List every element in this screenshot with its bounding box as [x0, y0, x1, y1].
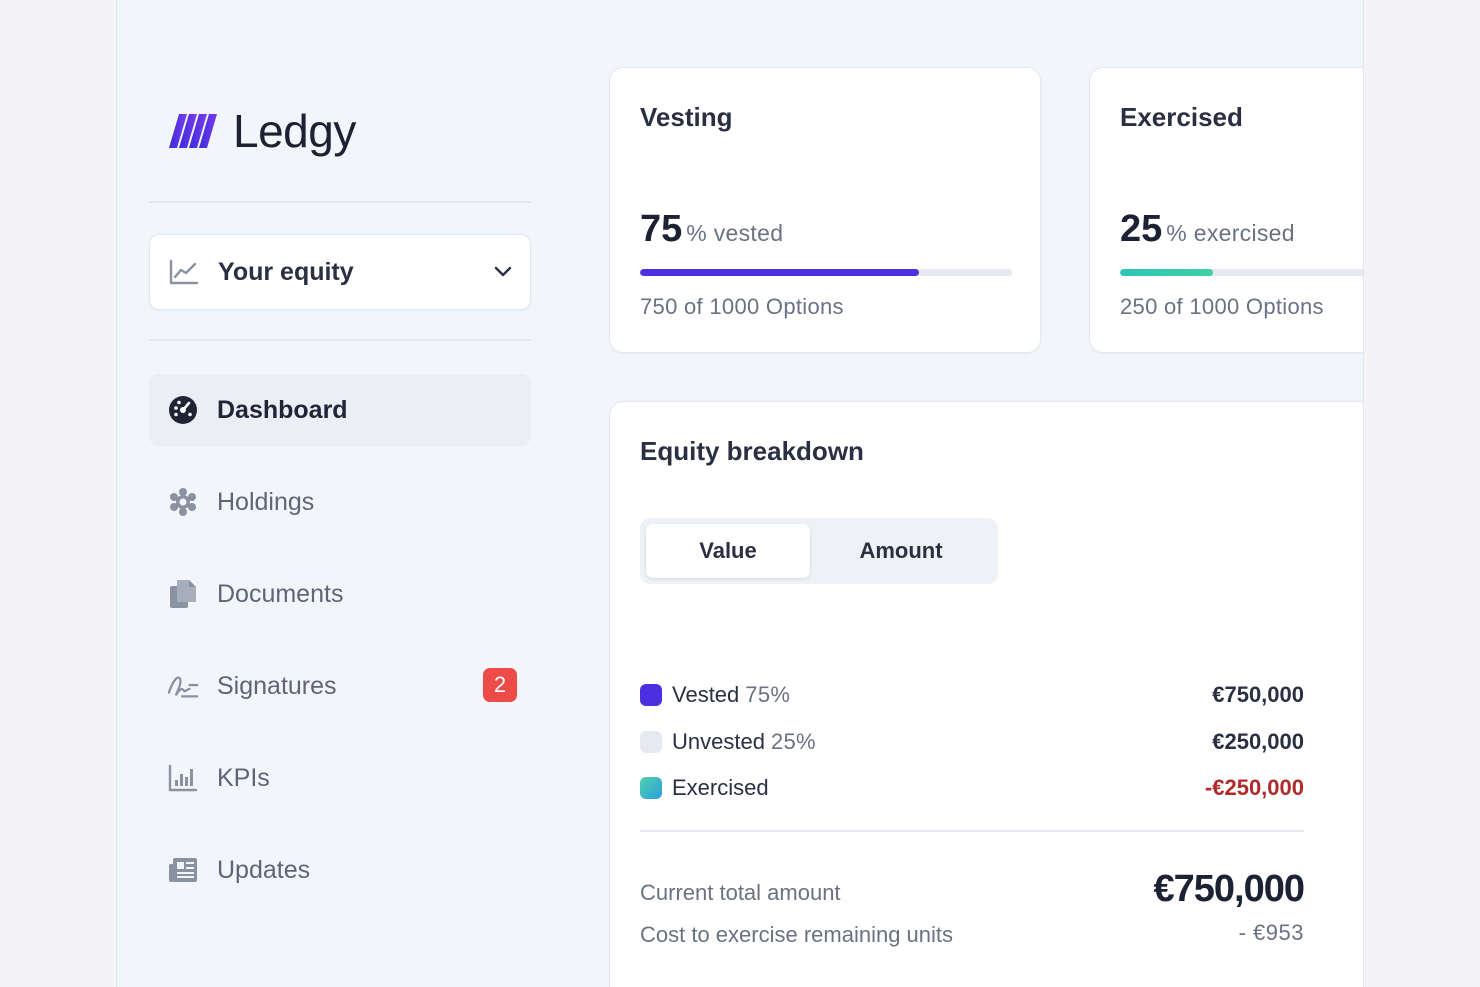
vesting-percent: 75 — [640, 208, 683, 250]
sidebar-item-signatures[interactable]: Signatures 2 — [149, 650, 531, 722]
kpi-chart-icon — [167, 762, 199, 794]
line-chart-icon — [168, 256, 200, 288]
exercised-progress-track — [1120, 269, 1363, 276]
vesting-progress-fill — [640, 269, 919, 276]
legend-value: €250,000 — [1212, 729, 1304, 754]
sidebar-item-documents[interactable]: Documents — [149, 558, 531, 630]
sidebar-item-dashboard[interactable]: Dashboard — [149, 374, 531, 446]
swatch — [640, 684, 662, 706]
sidebar-item-label: Dashboard — [217, 395, 348, 424]
tab-value[interactable]: Value — [646, 524, 810, 578]
vesting-progress-track — [640, 269, 1012, 276]
equity-breakdown-card: Equity breakdown Value Amount Vested 75%… — [609, 401, 1363, 987]
equity-selector[interactable]: Your equity — [149, 234, 531, 310]
documents-icon — [167, 578, 199, 610]
chevron-down-icon — [494, 266, 512, 277]
exercised-progress-fill — [1120, 269, 1213, 276]
legend-row-unvested: Unvested 25% €250,000 — [640, 729, 1304, 755]
legend-name: Unvested — [672, 729, 765, 754]
ledgy-logo-icon — [169, 114, 217, 148]
card-title: Vesting — [640, 102, 733, 132]
total-value: €750,000 — [1153, 868, 1305, 910]
legend-name: Vested — [672, 682, 740, 707]
view-toggle: Value Amount — [640, 518, 998, 584]
cost-label: Cost to exercise remaining units — [640, 922, 954, 947]
legend-value: -€250,000 — [1204, 775, 1304, 800]
sidebar-nav: Dashboard Holdings — [149, 374, 531, 926]
cost-value: - €953 — [1238, 920, 1304, 945]
tab-amount[interactable]: Amount — [859, 538, 943, 563]
notification-badge: 2 — [483, 668, 517, 702]
exercised-suffix: % exercised — [1166, 220, 1295, 246]
swatch — [640, 777, 662, 799]
card-title: Equity breakdown — [640, 436, 864, 466]
card-title: Exercised — [1120, 102, 1243, 132]
sidebar-item-label: Updates — [217, 855, 311, 884]
exercised-card: Exercised 25 % exercised 250 of 1000 Opt… — [1089, 67, 1363, 353]
sidebar-item-label: Documents — [217, 579, 344, 608]
total-label: Current total amount — [640, 880, 841, 905]
legend-row-exercised: Exercised -€250,000 — [640, 775, 1304, 801]
exercised-options: 250 of 1000 Options — [1120, 294, 1324, 319]
sidebar-item-holdings[interactable]: Holdings — [149, 466, 531, 538]
sidebar-item-label: Holdings — [217, 487, 315, 516]
sidebar-item-label: KPIs — [217, 763, 270, 792]
sidebar-item-updates[interactable]: Updates — [149, 834, 531, 906]
legend-percent: 75% — [745, 682, 791, 707]
swatch — [640, 731, 662, 753]
brand-logo[interactable]: Ledgy — [169, 104, 356, 158]
newspaper-icon — [167, 854, 199, 886]
vesting-suffix: % vested — [686, 220, 784, 246]
sidebar-divider — [149, 201, 531, 203]
breakdown-divider — [640, 830, 1304, 832]
legend-value: €750,000 — [1212, 682, 1304, 707]
vesting-card: Vesting 75 % vested 750 of 1000 Options — [609, 67, 1041, 353]
legend-row-vested: Vested 75% €750,000 — [640, 682, 1304, 708]
legend-name: Exercised — [672, 775, 769, 800]
legend-percent: 25% — [770, 729, 816, 754]
sidebar-divider — [149, 339, 531, 341]
sidebar-item-label: Signatures — [217, 671, 337, 700]
signature-icon — [167, 670, 199, 702]
vesting-stat: 75 % vested — [640, 208, 783, 251]
exercised-stat: 25 % exercised — [1120, 208, 1295, 251]
holdings-gear-icon — [167, 486, 199, 518]
vesting-options: 750 of 1000 Options — [640, 294, 844, 319]
selector-label: Your equity — [218, 257, 354, 286]
exercised-percent: 25 — [1120, 208, 1163, 250]
sidebar-item-kpis[interactable]: KPIs — [149, 742, 531, 814]
app-frame: Ledgy Your equity Da — [116, 0, 1364, 987]
dashboard-gauge-icon — [167, 394, 199, 426]
totals: Current total amount €750,000 Cost to ex… — [610, 868, 1305, 968]
brand-name: Ledgy — [233, 105, 356, 157]
